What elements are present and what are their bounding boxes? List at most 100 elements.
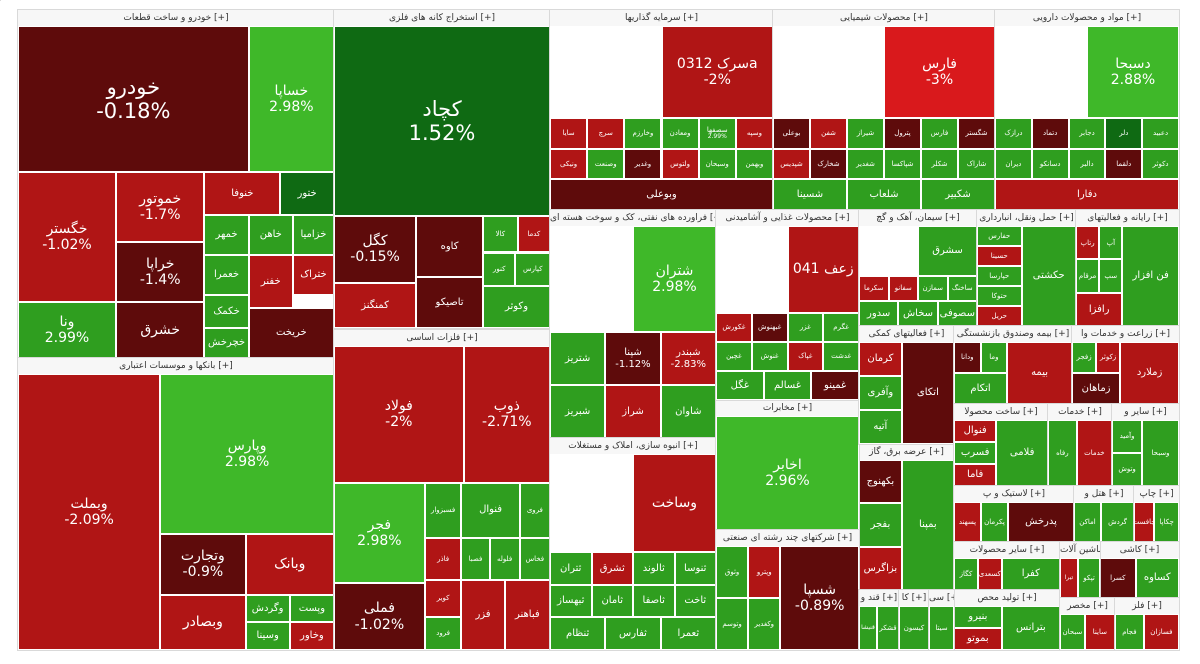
stock-tile[interactable]: ودانا bbox=[954, 342, 981, 373]
stock-tile[interactable]: حتوکا bbox=[977, 286, 1022, 306]
sector-header[interactable]: خودرو و ساخت قطعات [+] bbox=[18, 10, 334, 26]
stock-tile[interactable]: وکوثر bbox=[483, 285, 550, 328]
stock-tile[interactable]: کگل -0.15% bbox=[334, 216, 417, 283]
stock-tile[interactable]: فروی bbox=[519, 482, 550, 538]
stock-tile[interactable]: خودرو -0.18% bbox=[18, 26, 249, 173]
stock-tile[interactable]: شراز bbox=[605, 385, 661, 438]
stock-tile[interactable]: فسرب bbox=[954, 442, 997, 464]
stock-tile[interactable]: شسینا bbox=[773, 179, 847, 210]
stock-tile[interactable]: کیسون bbox=[899, 606, 929, 650]
sector-header[interactable]: فلزات اساسی [+] bbox=[334, 330, 550, 346]
stock-tile[interactable]: پترول bbox=[884, 118, 921, 149]
sector-header[interactable]: شرکتهای چند رشته ای صنعتی [+] bbox=[716, 530, 859, 546]
sector-header[interactable]: بانکها و موسسات اعتباری [+] bbox=[18, 358, 334, 374]
stock-tile[interactable]: وآفری bbox=[859, 376, 902, 410]
stock-tile[interactable]: غچین bbox=[716, 342, 752, 371]
stock-tile[interactable]: سیتا bbox=[929, 606, 954, 650]
stock-tile[interactable]: پسهند bbox=[954, 502, 981, 542]
stock-tile[interactable]: غمینو bbox=[811, 371, 859, 400]
stock-tile[interactable]: فاما bbox=[954, 464, 997, 486]
stock-tile[interactable]: تپکو bbox=[1078, 558, 1100, 598]
stock-tile[interactable]: حپارسا bbox=[977, 266, 1022, 286]
stock-tile[interactable]: دسبحا 2.88% bbox=[1087, 26, 1179, 118]
stock-tile[interactable]: کساوه bbox=[1135, 558, 1179, 598]
sector-header[interactable]: عرضه برق، گاز [+] bbox=[859, 444, 954, 460]
sector-header[interactable]: مخابرات [+] bbox=[716, 400, 859, 416]
sector-header[interactable]: استخراج کانه های فلزی [+] bbox=[334, 10, 550, 26]
stock-tile[interactable]: وآمید bbox=[1112, 420, 1143, 453]
stock-tile[interactable]: فرود bbox=[424, 616, 462, 650]
stock-tile[interactable]: شاراک bbox=[958, 148, 995, 180]
stock-tile[interactable]: شتریز bbox=[550, 332, 606, 385]
stock-tile[interactable]: کسرا bbox=[1100, 558, 1136, 598]
stock-tile[interactable]: غنوش bbox=[751, 342, 788, 371]
stock-tile[interactable]: شلعاب bbox=[847, 179, 921, 210]
stock-tile[interactable]: شبندر -2.83% bbox=[660, 332, 716, 385]
stock-tile[interactable]: غگرم bbox=[823, 313, 859, 342]
stock-tile[interactable]: شکبیر bbox=[921, 179, 995, 210]
stock-tile[interactable]: سصوفی bbox=[937, 301, 977, 326]
stock-tile[interactable]: سایا bbox=[550, 118, 588, 149]
stock-tile[interactable]: خنوفا bbox=[204, 172, 281, 216]
stock-tile[interactable]: کاوه bbox=[416, 216, 484, 277]
stock-tile[interactable]: پکرمان bbox=[981, 502, 1008, 542]
stock-tile[interactable]: فباهنر bbox=[504, 580, 550, 650]
sector-header[interactable]: لاستیک و پ [+] bbox=[954, 486, 1074, 502]
stock-tile[interactable]: رفاه bbox=[1048, 420, 1077, 486]
sector-header[interactable]: هتل و [+] bbox=[1074, 486, 1134, 502]
stock-tile[interactable]: خریخت bbox=[248, 308, 334, 358]
stock-tile[interactable]: ثاخت bbox=[674, 584, 716, 618]
stock-tile[interactable]: خشرق bbox=[115, 301, 205, 358]
stock-tile[interactable]: غسالم bbox=[763, 371, 812, 400]
stock-tile[interactable]: غدشت bbox=[823, 342, 859, 371]
stock-tile[interactable]: فنوال bbox=[954, 420, 997, 442]
stock-tile[interactable]: ثاصفا bbox=[633, 584, 675, 618]
stock-tile[interactable]: غپاک bbox=[787, 342, 824, 371]
stock-tile[interactable]: شاوان bbox=[660, 385, 716, 438]
stock-tile[interactable]: دالبر bbox=[1068, 148, 1106, 180]
stock-tile[interactable]: وسبحا bbox=[1142, 420, 1179, 486]
stock-tile[interactable]: قشکر bbox=[877, 606, 899, 650]
stock-tile[interactable]: وثوق bbox=[716, 546, 749, 598]
stock-tile[interactable]: بنیرو bbox=[954, 606, 1002, 628]
stock-tile[interactable]: چکاپا bbox=[1154, 502, 1179, 542]
sector-header[interactable]: فلز [+] bbox=[1115, 598, 1179, 614]
stock-tile[interactable]: پدرخش bbox=[1008, 502, 1074, 542]
stock-tile[interactable]: فخاس bbox=[519, 537, 550, 581]
stock-tile[interactable]: ثالوند bbox=[633, 552, 675, 585]
stock-tile[interactable]: فسبزوار bbox=[424, 482, 462, 538]
stock-tile[interactable]: فنوال bbox=[461, 482, 520, 538]
stock-tile[interactable]: وبانک bbox=[245, 534, 334, 595]
stock-tile[interactable]: ولتوس bbox=[661, 148, 699, 180]
stock-tile[interactable]: فولاد -2% bbox=[334, 346, 464, 483]
sector-header[interactable]: ساخت محصولا [+] bbox=[954, 404, 1048, 420]
stock-tile[interactable]: تیرا bbox=[1060, 558, 1078, 598]
stock-tile[interactable]: ساخنگ bbox=[947, 276, 977, 301]
sector-header[interactable]: کا [+] bbox=[899, 590, 929, 606]
stock-tile[interactable]: ختور bbox=[280, 172, 334, 216]
stock-tile[interactable]: غبهنوش bbox=[751, 313, 788, 342]
sector-header[interactable]: زراعت و خدمات وا [+] bbox=[1072, 326, 1179, 342]
sector-header[interactable]: حمل ونقل، انبارداری [+] bbox=[977, 210, 1076, 226]
stock-tile[interactable]: ونا 2.99% bbox=[18, 301, 116, 358]
stock-tile[interactable]: بزاگرس bbox=[859, 546, 902, 590]
sector-header[interactable]: فعالیتهای کمکی [+] bbox=[859, 326, 954, 342]
stock-tile[interactable]: وسپه bbox=[735, 118, 773, 149]
stock-tile[interactable]: وغدیر bbox=[624, 148, 662, 180]
stock-tile[interactable]: زعف 041 bbox=[787, 226, 859, 313]
stock-tile[interactable]: سمازن bbox=[918, 276, 948, 301]
stock-tile[interactable]: وخاور bbox=[289, 622, 334, 650]
sector-header[interactable]: ماشین آلات [+] bbox=[1060, 542, 1100, 558]
stock-tile[interactable]: حکشتی bbox=[1021, 226, 1076, 326]
stock-tile[interactable]: دفارا bbox=[995, 179, 1179, 210]
sector-header[interactable]: مخصر [+] bbox=[1060, 598, 1115, 614]
stock-tile[interactable]: حفارس bbox=[977, 226, 1022, 246]
stock-tile[interactable]: کدما bbox=[517, 216, 550, 253]
stock-tile[interactable]: فجام bbox=[1115, 614, 1144, 650]
stock-tile[interactable]: وبصادر bbox=[160, 594, 246, 650]
stock-tile[interactable]: رافزا bbox=[1076, 292, 1123, 326]
stock-tile[interactable]: سپ bbox=[1099, 259, 1123, 293]
sector-header[interactable]: خدمات [+] bbox=[1048, 404, 1112, 420]
stock-tile[interactable]: وصنعت bbox=[587, 148, 625, 180]
stock-tile[interactable]: شسپا -0.89% bbox=[780, 546, 859, 650]
